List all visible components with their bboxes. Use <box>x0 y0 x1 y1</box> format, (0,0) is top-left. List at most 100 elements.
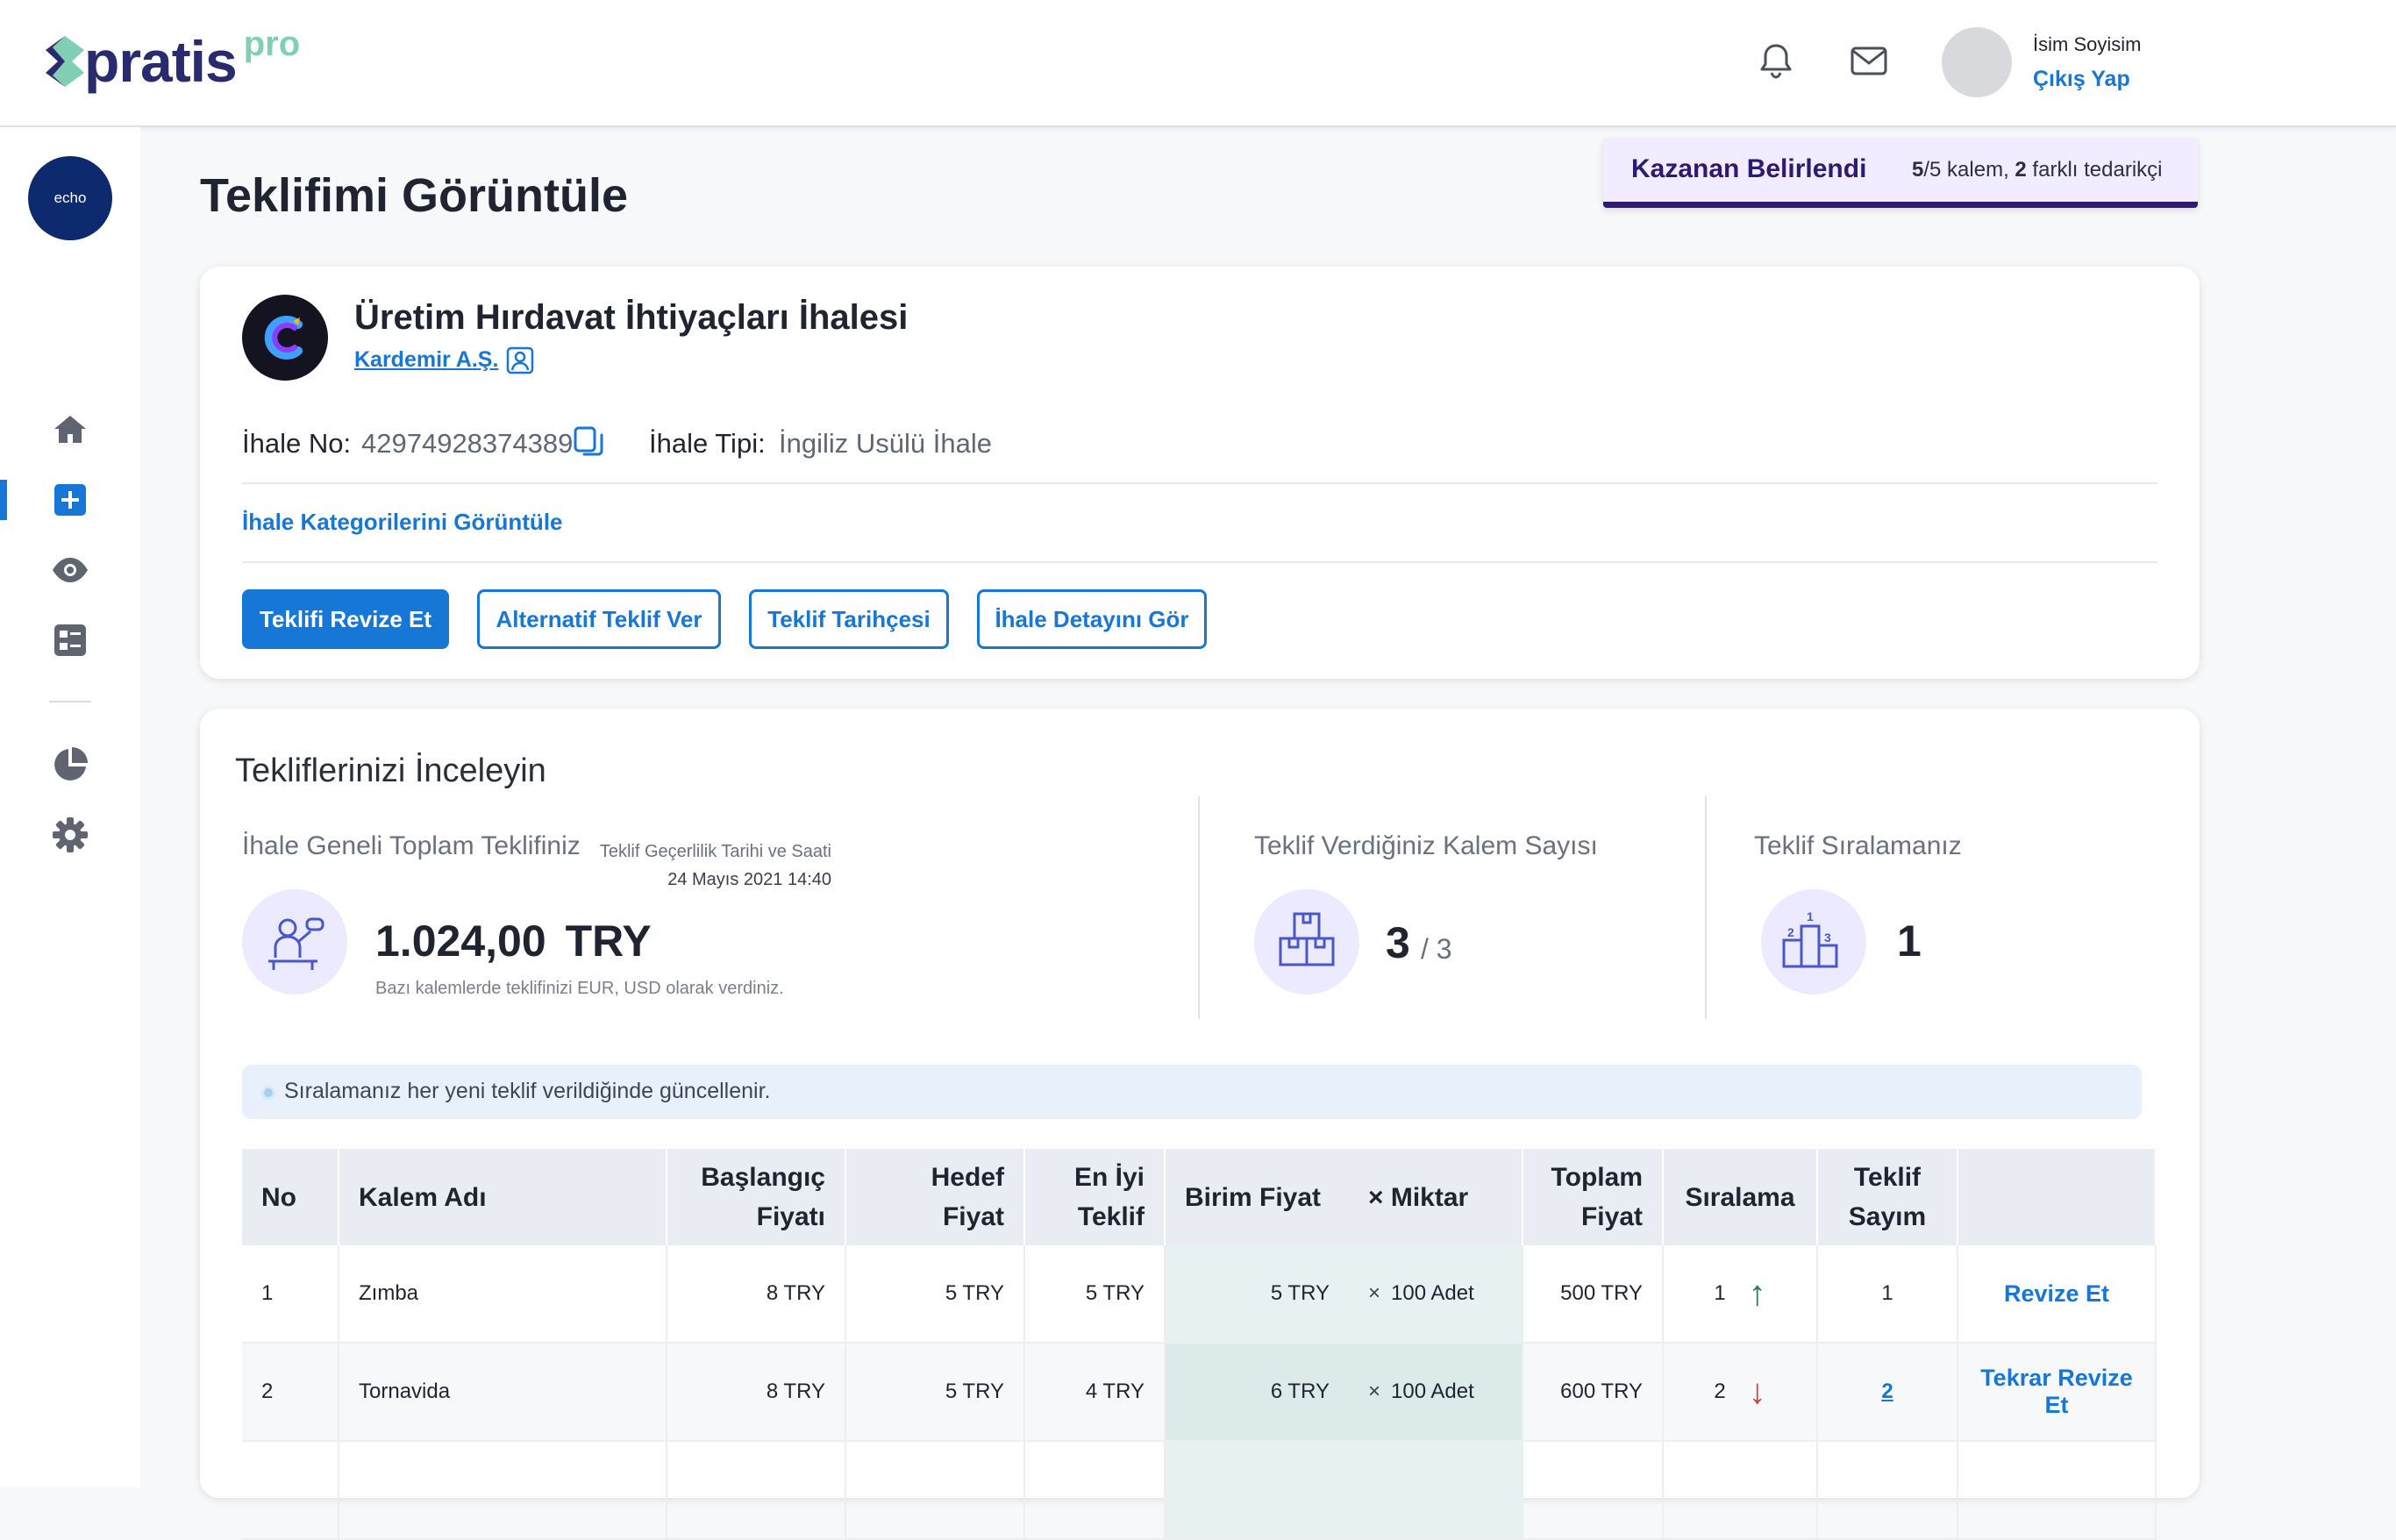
add-icon[interactable] <box>51 481 89 519</box>
bell-icon[interactable] <box>1756 40 1796 81</box>
winner-suppliers-count: 2 <box>2014 158 2027 182</box>
revise-again-link[interactable]: Tekrar Revize Et <box>1980 1365 2133 1418</box>
revise-row-link[interactable]: Revize Et <box>2003 1280 2110 1307</box>
row-quantity: × 100 Adet <box>1349 1343 1523 1442</box>
pie-chart-icon[interactable] <box>51 745 89 784</box>
offer-history-button[interactable]: Teklif Tarihçesi <box>749 589 949 649</box>
logo-word: pratis <box>84 29 238 94</box>
items-count-total: / 3 <box>1421 933 1452 965</box>
alternative-offer-button[interactable]: Alternatif Teklif Ver <box>477 589 721 649</box>
rank-info-bar: Sıralamanız her yeni teklif verildiğinde… <box>242 1065 2142 1119</box>
winner-items-count: 5 <box>1912 158 1924 182</box>
revise-offer-button[interactable]: Teklifi Revize Et <box>242 589 449 649</box>
stat-separator <box>1198 796 1200 1019</box>
winner-summary: 5/5 kalem, 2 farklı tedarikçi <box>1912 158 2162 182</box>
col-target-price-l1: Hedef <box>931 1163 1004 1192</box>
items-count-label: Teklif Verdiğiniz Kalem Sayısı <box>1254 831 1598 860</box>
row-total-price: 600 TRY <box>1522 1343 1664 1442</box>
col-rank: Sıralama <box>1663 1149 1818 1245</box>
col-target-price-l2: Fiyat <box>942 1202 1004 1231</box>
col-best-offer: En İyi Teklif <box>1024 1149 1166 1245</box>
col-start-price-l1: Başlangıç <box>701 1163 825 1192</box>
offer-count-link[interactable]: 2 <box>1881 1380 1893 1403</box>
list-icon[interactable] <box>51 621 89 659</box>
col-start-price-l2: Fiyatı <box>756 1202 825 1231</box>
row-target-price: 5 TRY <box>845 1245 1025 1344</box>
validity-value: 24 Mayıs 2021 14:40 <box>667 870 831 889</box>
arrow-up-icon: ↑ <box>1748 1273 1766 1313</box>
row-rank: 1 ↑ <box>1663 1245 1818 1344</box>
times-symbol: × <box>1368 1281 1381 1305</box>
eye-icon[interactable] <box>51 551 89 589</box>
col-unit-price: Birim Fiyat <box>1165 1149 1349 1245</box>
row-quantity-value: 100 Adet <box>1391 1281 1474 1305</box>
row-quantity: × 100 Adet <box>1349 1245 1523 1344</box>
review-title: Tekliflerinizi İnceleyin <box>235 752 546 789</box>
row-target-price: 5 TRY <box>845 1343 1025 1442</box>
col-total-price-l1: Toplam <box>1551 1163 1643 1192</box>
brand-name: echo <box>53 189 87 206</box>
view-categories-link[interactable]: İhale Kategorilerini Görüntüle <box>242 509 563 535</box>
divider <box>242 482 2157 484</box>
row-rank-value: 1 <box>1714 1280 1726 1305</box>
copy-icon[interactable] <box>572 424 607 460</box>
sidebar-divider <box>49 701 91 702</box>
row-quantity-value: 100 Adet <box>1391 1380 1474 1403</box>
col-target-price: Hedef Fiyat <box>845 1149 1025 1245</box>
tender-type-label: İhale Tipi: <box>649 428 766 459</box>
page-title: Teklifimi Görüntüle <box>200 169 629 222</box>
logo-pro: pro <box>243 24 301 63</box>
winner-title: Kazanan Belirlendi <box>1631 154 1867 183</box>
row-name: Zımba <box>339 1245 667 1344</box>
row-offer-count: 2 <box>1817 1343 1958 1442</box>
table-header-row: No Kalem Adı Başlangıç Fiyatı Hedef Fiyat … <box>242 1149 2157 1245</box>
home-icon[interactable] <box>51 410 89 449</box>
col-no: No <box>242 1149 339 1245</box>
winner-items-text: /5 kalem, <box>1923 158 2015 182</box>
tender-details-button[interactable]: İhale Detayını Gör <box>977 589 1207 649</box>
items-count-value: 3 <box>1386 918 1410 967</box>
rank-info-text: Sıralamanız her yeni teklif verildiğinde… <box>284 1079 771 1103</box>
row-no: 1 <box>242 1245 339 1344</box>
logout-link[interactable]: Çıkış Yap <box>2033 67 2130 91</box>
person-card-icon[interactable] <box>505 346 535 375</box>
company-link[interactable]: Kardemir A.Ş. <box>354 347 499 372</box>
total-amount: 1.024,00 TRY <box>375 916 652 966</box>
row-action: Revize Et <box>1957 1245 2157 1344</box>
total-offer-label: İhale Geneli Toplam Teklifiniz <box>242 831 581 860</box>
offers-table: No Kalem Adı Başlangıç Fiyatı Hedef Fiyat … <box>242 1149 2157 1540</box>
row-start-price: 8 TRY <box>667 1343 846 1442</box>
sidebar-active-indicator <box>0 480 7 520</box>
col-total-price: Toplam Fiyat <box>1522 1149 1664 1245</box>
mail-icon[interactable] <box>1849 40 1889 81</box>
divider <box>242 561 2157 563</box>
row-best-offer: 4 TRY <box>1024 1343 1166 1442</box>
presenter-icon-box <box>242 889 347 995</box>
sidebar <box>0 127 140 1487</box>
col-start-price: Başlangıç Fiyatı <box>667 1149 846 1245</box>
row-rank: 2 ↓ <box>1663 1343 1818 1442</box>
avatar[interactable] <box>1942 27 2012 97</box>
col-quantity: × Miktar <box>1349 1149 1523 1245</box>
user-name: İsim Soyisim <box>2033 33 2142 55</box>
row-unit-price: 5 TRY <box>1165 1245 1349 1344</box>
col-offer-count-l1: Teklif <box>1853 1163 1922 1192</box>
winner-suppliers-text: farklı tedarikçi <box>2026 158 2163 182</box>
total-note: Bazı kalemlerde teklifinizi EUR, USD ola… <box>375 979 784 998</box>
stat-separator <box>1705 796 1707 1019</box>
table-row: 1 Zımba 8 TRY 5 TRY 5 TRY 5 TRY × 100 Ade… <box>242 1245 2157 1344</box>
col-name: Kalem Adı <box>339 1149 667 1245</box>
tender-title: Üretim Hırdavat İhtiyaçları İhalesi <box>354 298 909 337</box>
total-currency: TRY <box>565 916 652 966</box>
col-offer-count-l2: Sayım <box>1848 1202 1927 1231</box>
svg-text:3: 3 <box>1824 930 1831 945</box>
pratis-logo[interactable]: pratis pro <box>46 24 301 96</box>
row-no: 2 <box>242 1343 339 1442</box>
table-row: 2 Tornavida 8 TRY 5 TRY 4 TRY 6 TRY × 100… <box>242 1343 2157 1442</box>
col-actions <box>1957 1149 2157 1245</box>
presenter-icon <box>268 917 324 970</box>
top-header: pratis pro İsim Soyisim Çıkış Yap <box>0 0 2396 127</box>
brand-avatar[interactable]: echo <box>28 156 112 240</box>
gear-icon[interactable] <box>51 816 89 854</box>
col-best-offer-l2: Teklif <box>1077 1202 1145 1231</box>
